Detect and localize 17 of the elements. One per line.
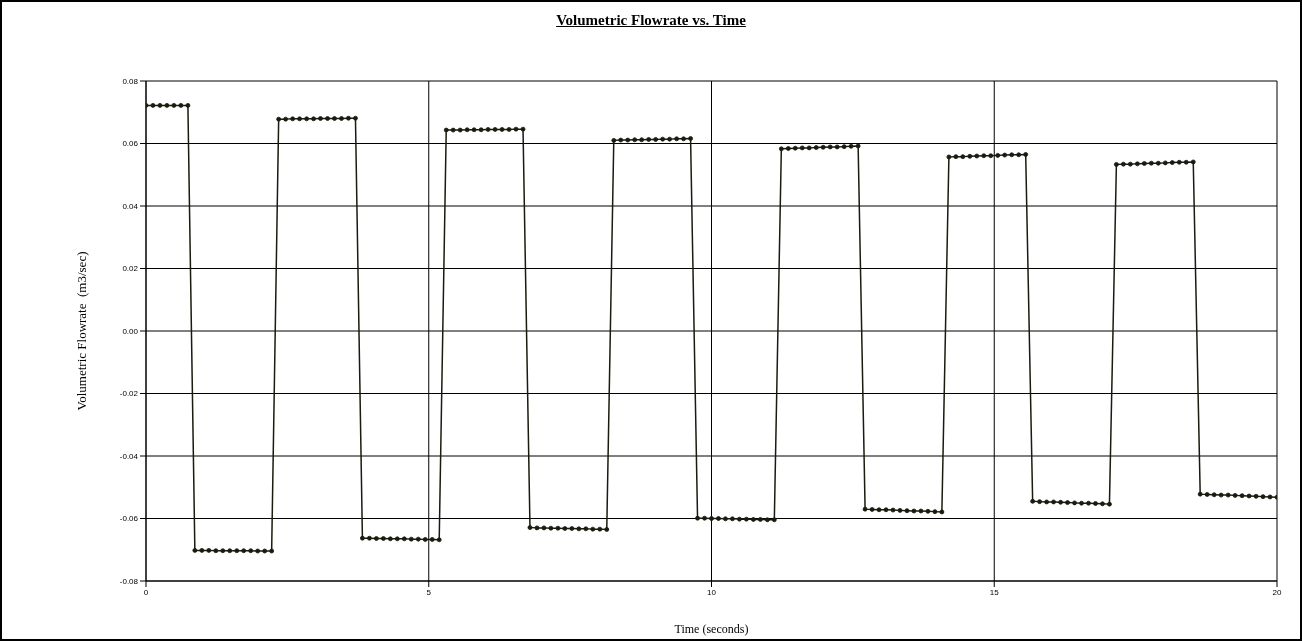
chart-title: Volumetric Flowrate vs. Time bbox=[555, 12, 747, 29]
y-axis-title: Volumetric Flowrate (m3/sec) bbox=[74, 251, 90, 411]
y-tick-label: -0.06 bbox=[119, 514, 139, 524]
x-tick-label: 20 bbox=[1272, 587, 1282, 597]
x-tick-label: 15 bbox=[989, 587, 1000, 597]
y-tick-label: -0.04 bbox=[119, 451, 139, 461]
y-tick-label: -0.08 bbox=[119, 576, 139, 586]
x-axis-title: Time (seconds) bbox=[673, 622, 750, 637]
y-tick-label: 0.02 bbox=[122, 264, 139, 274]
y-tick-label: 0.00 bbox=[122, 326, 139, 336]
x-tick-label: 0 bbox=[143, 587, 149, 597]
y-tick-label: 0.06 bbox=[122, 139, 139, 149]
y-tick-label: 0.04 bbox=[122, 201, 139, 211]
y-tick-label: -0.02 bbox=[119, 389, 139, 399]
y-tick-label: 0.08 bbox=[122, 76, 139, 86]
x-tick-label: 10 bbox=[707, 587, 717, 597]
x-tick-label: 5 bbox=[426, 587, 432, 597]
